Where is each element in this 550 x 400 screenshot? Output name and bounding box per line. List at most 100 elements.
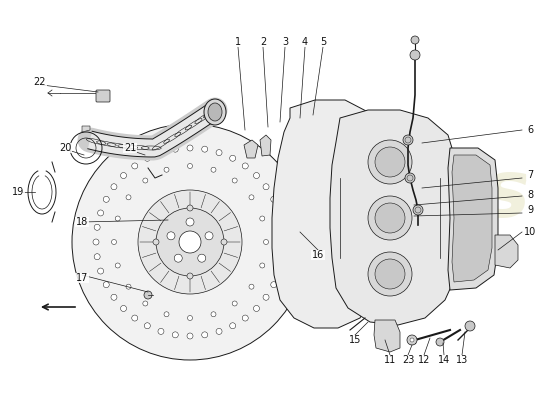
Polygon shape bbox=[260, 135, 271, 156]
Circle shape bbox=[263, 240, 268, 244]
Polygon shape bbox=[88, 102, 220, 157]
Circle shape bbox=[167, 232, 175, 240]
Circle shape bbox=[187, 273, 193, 279]
Text: 17: 17 bbox=[76, 273, 88, 283]
Circle shape bbox=[111, 184, 117, 190]
Circle shape bbox=[277, 210, 282, 216]
Circle shape bbox=[375, 147, 405, 177]
Text: 14: 14 bbox=[438, 355, 450, 365]
Circle shape bbox=[126, 195, 131, 200]
Polygon shape bbox=[448, 148, 498, 290]
Circle shape bbox=[94, 254, 100, 260]
Circle shape bbox=[132, 163, 138, 169]
Circle shape bbox=[221, 239, 227, 245]
Circle shape bbox=[249, 195, 254, 200]
Circle shape bbox=[407, 335, 417, 345]
Circle shape bbox=[281, 239, 287, 245]
Circle shape bbox=[188, 164, 192, 168]
Circle shape bbox=[202, 332, 208, 338]
Text: 12: 12 bbox=[418, 355, 430, 365]
Circle shape bbox=[198, 254, 206, 262]
Circle shape bbox=[436, 338, 444, 346]
Text: 5: 5 bbox=[320, 37, 326, 47]
Circle shape bbox=[93, 239, 99, 245]
Circle shape bbox=[103, 196, 109, 202]
Text: a passion for parts: a passion for parts bbox=[219, 230, 401, 250]
Text: 16: 16 bbox=[312, 250, 324, 260]
Circle shape bbox=[115, 263, 120, 268]
Circle shape bbox=[411, 36, 419, 44]
Text: 3: 3 bbox=[282, 37, 288, 47]
Circle shape bbox=[249, 284, 254, 289]
Circle shape bbox=[103, 282, 109, 288]
Ellipse shape bbox=[204, 99, 226, 125]
Circle shape bbox=[144, 323, 150, 329]
Text: 22: 22 bbox=[34, 77, 46, 87]
Text: 7: 7 bbox=[527, 170, 533, 180]
Text: 4: 4 bbox=[302, 37, 308, 47]
Text: euroParts: euroParts bbox=[89, 156, 531, 234]
Text: 11: 11 bbox=[384, 355, 396, 365]
Circle shape bbox=[187, 205, 193, 211]
Circle shape bbox=[156, 208, 224, 276]
Circle shape bbox=[368, 140, 412, 184]
Circle shape bbox=[368, 196, 412, 240]
Circle shape bbox=[179, 231, 201, 253]
Circle shape bbox=[280, 224, 286, 230]
Circle shape bbox=[172, 146, 178, 152]
Circle shape bbox=[187, 333, 193, 339]
Text: 6: 6 bbox=[527, 125, 533, 135]
Text: 9: 9 bbox=[527, 205, 533, 215]
Circle shape bbox=[72, 124, 308, 360]
Circle shape bbox=[271, 196, 277, 202]
Circle shape bbox=[254, 306, 260, 312]
Circle shape bbox=[263, 294, 269, 300]
Polygon shape bbox=[495, 235, 518, 268]
Circle shape bbox=[232, 301, 237, 306]
Circle shape bbox=[410, 338, 414, 342]
Circle shape bbox=[403, 135, 413, 145]
Text: 8: 8 bbox=[527, 190, 533, 200]
Circle shape bbox=[97, 210, 103, 216]
Text: 10: 10 bbox=[524, 227, 536, 237]
Text: 1: 1 bbox=[235, 37, 241, 47]
Circle shape bbox=[111, 294, 117, 300]
Circle shape bbox=[375, 259, 405, 289]
Text: 2: 2 bbox=[260, 37, 266, 47]
Circle shape bbox=[188, 316, 192, 320]
Circle shape bbox=[132, 315, 138, 321]
Circle shape bbox=[115, 216, 120, 221]
Text: 18: 18 bbox=[76, 217, 88, 227]
Circle shape bbox=[126, 284, 131, 289]
Circle shape bbox=[260, 263, 265, 268]
Circle shape bbox=[174, 254, 182, 262]
Circle shape bbox=[164, 312, 169, 317]
Circle shape bbox=[158, 328, 164, 334]
Circle shape bbox=[413, 205, 423, 215]
Circle shape bbox=[143, 178, 148, 183]
Circle shape bbox=[158, 150, 164, 156]
Circle shape bbox=[120, 172, 127, 178]
Circle shape bbox=[280, 254, 286, 260]
Circle shape bbox=[232, 178, 237, 183]
Polygon shape bbox=[272, 100, 384, 328]
Polygon shape bbox=[244, 140, 258, 158]
Polygon shape bbox=[330, 110, 458, 325]
Circle shape bbox=[254, 172, 260, 178]
Ellipse shape bbox=[208, 103, 222, 121]
Circle shape bbox=[410, 50, 420, 60]
Text: 20: 20 bbox=[59, 143, 71, 153]
Text: 23: 23 bbox=[402, 355, 414, 365]
Circle shape bbox=[187, 145, 193, 151]
Circle shape bbox=[205, 232, 213, 240]
Circle shape bbox=[465, 321, 475, 331]
Circle shape bbox=[368, 252, 412, 296]
Circle shape bbox=[216, 328, 222, 334]
Text: 19: 19 bbox=[12, 187, 24, 197]
Circle shape bbox=[97, 268, 103, 274]
Circle shape bbox=[143, 301, 148, 306]
Circle shape bbox=[144, 291, 152, 299]
Circle shape bbox=[153, 239, 159, 245]
Circle shape bbox=[172, 332, 178, 338]
Circle shape bbox=[186, 218, 194, 226]
